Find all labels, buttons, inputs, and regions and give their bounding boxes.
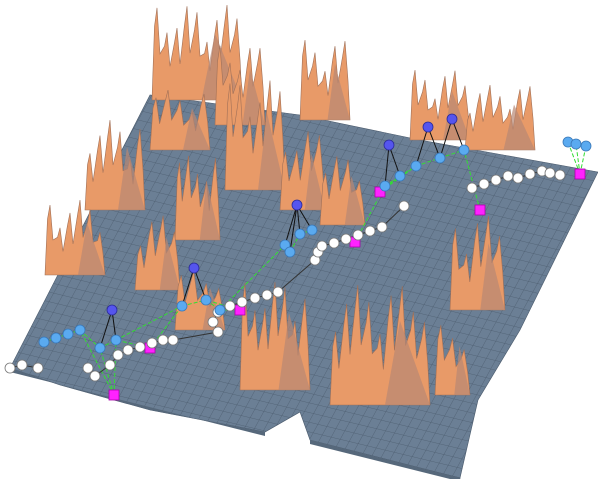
blue-node <box>51 333 61 343</box>
white-node <box>113 350 123 360</box>
blue-node <box>395 171 405 181</box>
white-node <box>513 173 523 183</box>
blue-node <box>380 181 390 191</box>
white-node <box>5 363 15 373</box>
purple-node <box>423 122 433 132</box>
white-node <box>399 201 409 211</box>
white-node <box>329 238 339 248</box>
white-node <box>237 297 247 307</box>
blue-node <box>581 141 591 151</box>
blue-node <box>307 225 317 235</box>
blue-node <box>285 247 295 257</box>
white-node <box>525 169 535 179</box>
white-node <box>262 290 272 300</box>
white-node <box>467 183 477 193</box>
purple-node <box>292 200 302 210</box>
blue-node <box>571 139 581 149</box>
white-node <box>545 168 555 178</box>
white-node <box>250 293 260 303</box>
white-node <box>225 301 235 311</box>
white-node <box>317 241 327 251</box>
white-node <box>105 360 115 370</box>
blue-node <box>201 295 211 305</box>
white-node <box>353 230 363 240</box>
blue-node <box>215 305 225 315</box>
purple-node <box>384 140 394 150</box>
white-node <box>365 226 375 236</box>
white-node <box>158 335 168 345</box>
blue-node <box>177 301 187 311</box>
magenta-marker <box>475 205 485 215</box>
purple-node <box>447 114 457 124</box>
purple-node <box>107 305 117 315</box>
white-node <box>213 327 223 337</box>
white-node <box>341 234 351 244</box>
white-node <box>83 363 93 373</box>
blue-node <box>459 145 469 155</box>
blue-node <box>95 343 105 353</box>
white-node <box>147 338 157 348</box>
white-node <box>168 335 178 345</box>
white-node <box>135 342 145 352</box>
blue-node <box>435 153 445 163</box>
blue-node <box>295 229 305 239</box>
blue-node <box>411 161 421 171</box>
white-node <box>555 170 565 180</box>
white-node <box>90 371 100 381</box>
white-node <box>377 222 387 232</box>
white-node <box>17 360 27 370</box>
white-node <box>491 175 501 185</box>
white-node <box>208 317 218 327</box>
white-node <box>123 345 133 355</box>
blue-node <box>39 337 49 347</box>
purple-node <box>189 263 199 273</box>
blue-node <box>111 335 121 345</box>
white-node <box>273 287 283 297</box>
white-node <box>33 363 43 373</box>
page: (() => { const NS = 'http://www.w3.org/2… <box>0 0 598 479</box>
white-node <box>503 171 513 181</box>
blue-node <box>75 325 85 335</box>
scene <box>0 0 598 479</box>
magenta-marker <box>109 390 119 400</box>
blue-node <box>63 329 73 339</box>
magenta-marker <box>575 169 585 179</box>
white-node <box>479 179 489 189</box>
